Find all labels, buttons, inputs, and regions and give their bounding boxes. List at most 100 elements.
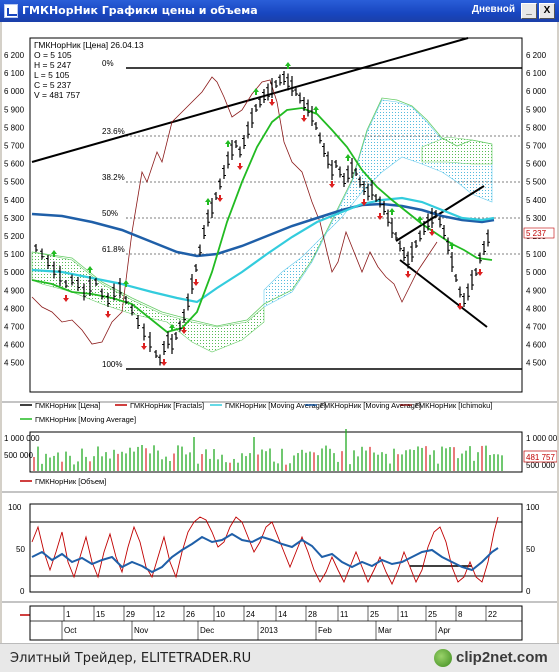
fractal-down-stem [271, 99, 273, 102]
fractal-down-arrow [361, 202, 367, 206]
date-day-label: 8 [458, 610, 463, 619]
price-tick-left: 5 100 [4, 250, 25, 259]
price-tick-right: 4 500 [526, 359, 547, 368]
fractal-up-stem [53, 254, 55, 257]
minimize-button[interactable]: _ [521, 3, 537, 19]
legend-label: ГМКНорНик [Moving Average] [35, 415, 136, 424]
fractal-up-arrow [449, 242, 455, 246]
ma-fast-cyan [31, 196, 495, 304]
date-month-label: Mar [378, 626, 392, 635]
volume-axis-1m: 1 000 000 [4, 434, 40, 443]
price-tick-right: 5 400 [526, 196, 547, 205]
price-legend: ГМКНорНик [Цена] ГМКНорНик [Fractals] ГМКН… [20, 401, 492, 424]
osc-axis-50: 50 [16, 545, 25, 554]
fractal-down-arrow [269, 102, 275, 106]
fractal-down-stem [331, 181, 333, 184]
price-tick-left: 5 700 [4, 142, 25, 151]
volume-axis-500k: 500 000 [4, 451, 33, 460]
ma-slow-blue [31, 202, 495, 258]
price-axis-left: 6 200 6 100 6 000 5 900 5 800 5 700 5 600 5 500… [4, 51, 25, 368]
window-title: ГМКНорНик Графики цены и объема [22, 4, 258, 17]
info-high: H = 5 247 [34, 60, 71, 70]
footer-bar: Элитный Трейдер, ELITETRADER.RU clip2net… [0, 643, 559, 672]
price-tick-right: 5 500 [526, 178, 547, 187]
fractal-down-stem [195, 279, 197, 282]
chart-area[interactable]: 6 200 6 100 6 000 5 900 5 800 5 700 5 600 5 500… [0, 22, 559, 643]
price-tick-right: 5 100 [526, 250, 547, 259]
date-axis: 1 15 29 12 26 10 24 14 28 11 25 11 25 8 22 Oct Nov Dec 201… [61, 606, 497, 640]
legend-label: ГМКНорНик [Ichimoku] [415, 401, 492, 410]
price-tick-left: 5 800 [4, 123, 25, 132]
volume-last-value: 481 757 [526, 453, 555, 462]
price-tick-right: 4 700 [526, 323, 547, 332]
date-day-label: 10 [216, 610, 225, 619]
price-bars [34, 71, 490, 366]
date-day-label: 22 [488, 610, 497, 619]
date-month-label: Oct [64, 626, 77, 635]
price-tick-right: 6 200 [526, 51, 547, 60]
volume-bars [33, 429, 503, 471]
osc-axis-0: 0 [20, 587, 25, 596]
legend-label: ГМКНорНик [Fractals] [130, 401, 204, 410]
fractal-up-stem [315, 110, 317, 113]
last-price-value: 5 237 [526, 229, 547, 238]
close-button[interactable]: X [539, 3, 555, 19]
date-day-label: 14 [278, 610, 287, 619]
volume-panel-frame [29, 431, 523, 473]
date-day-label: 11 [340, 610, 349, 619]
channel-line-upper [395, 185, 485, 242]
fractal-down-arrow [301, 118, 307, 122]
rsi-line [31, 532, 499, 574]
fractal-down-stem [65, 295, 67, 298]
fib-label: 100% [102, 360, 122, 369]
price-tick-right: 5 800 [526, 123, 547, 132]
price-tick-left: 6 100 [4, 69, 25, 78]
price-tick-left: 5 200 [4, 232, 25, 241]
chart-canvas[interactable]: 6 200 6 100 6 000 5 900 5 800 5 700 5 600 5 500… [2, 22, 559, 643]
price-tick-right: 5 000 [526, 268, 547, 277]
fractal-down-arrow [181, 330, 187, 334]
fractal-up-arrow [225, 140, 231, 144]
fractal-down-arrow [329, 184, 335, 188]
date-day-label: 12 [156, 610, 165, 619]
fractal-down-stem [303, 115, 305, 118]
osc-axis-right-0: 0 [526, 587, 531, 596]
fractal-down-stem [163, 359, 165, 362]
price-tick-left: 4 900 [4, 286, 25, 295]
fractal-up-stem [391, 212, 393, 215]
fractal-down-stem [363, 199, 365, 202]
fractal-up-stem [347, 158, 349, 161]
fractal-down-arrow [405, 274, 411, 278]
clip2net-logo-text[interactable]: clip2net.com [456, 649, 548, 666]
fractal-down-arrow [237, 166, 243, 170]
period-label[interactable]: Дневной [471, 4, 515, 15]
info-open: O = 5 105 [34, 50, 72, 60]
osc-axis-right-50: 50 [526, 545, 535, 554]
fibonacci-levels: 0% 23.6% 38.2% 50% 61.8% 100% [102, 59, 522, 370]
fractal-up-stem [207, 202, 209, 205]
fractal-up-arrow [345, 154, 351, 158]
fractal-up-stem [171, 328, 173, 331]
date-day-label: 26 [186, 610, 195, 619]
price-tick-right: 5 700 [526, 142, 547, 151]
price-tick-left: 5 500 [4, 178, 25, 187]
price-tick-left: 5 300 [4, 214, 25, 223]
price-tick-right: 4 900 [526, 286, 547, 295]
fractal-down-arrow [377, 216, 383, 220]
fractal-down-stem [107, 311, 109, 314]
price-tick-left: 6 200 [4, 51, 25, 60]
date-day-label: 15 [96, 610, 105, 619]
clip2net-logo-icon [434, 649, 452, 667]
fractal-up-arrow [205, 198, 211, 202]
app-chart-icon [4, 4, 18, 18]
fractal-up-arrow [253, 88, 259, 92]
fractal-down-stem [143, 343, 145, 346]
fractal-up-stem [287, 66, 289, 69]
price-tick-left: 6 000 [4, 87, 25, 96]
volume-legend: ГМКНорНик [Объем] [20, 477, 106, 486]
stochastic-line [31, 516, 499, 586]
date-day-label: 29 [126, 610, 135, 619]
info-box: ГМКНорНик [Цена] 26.04.13 O = 5 105 H = … [34, 40, 144, 100]
date-day-label: 25 [428, 610, 437, 619]
fractal-down-arrow [63, 298, 69, 302]
